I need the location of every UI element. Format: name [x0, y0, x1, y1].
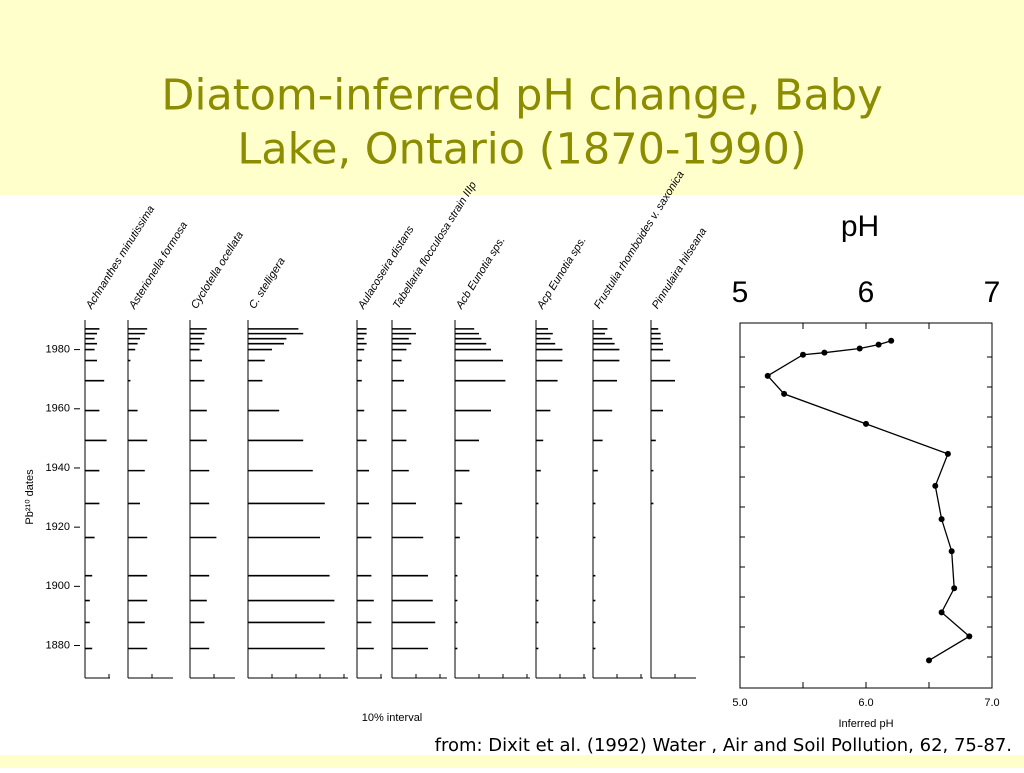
ph-point — [948, 548, 955, 555]
ph-point — [926, 657, 932, 664]
x-tick-label: 5.0 — [732, 697, 747, 709]
ph-point — [951, 585, 958, 592]
x-axis-label: 10% interval — [362, 712, 423, 724]
y-tick-label: 1980 — [46, 343, 70, 355]
y-tick-label: 1880 — [46, 639, 70, 651]
ph-point — [938, 516, 945, 523]
top-tick-label: 6 — [858, 276, 875, 309]
ph-point — [821, 349, 828, 356]
figure-area — [0, 195, 1024, 755]
ph-point — [932, 482, 939, 489]
ph-point — [856, 345, 863, 352]
y-tick-label: 1900 — [46, 580, 70, 592]
footer-band — [0, 755, 1024, 768]
x-axis-label: Inferred pH — [838, 718, 893, 730]
y-tick-label: 1960 — [46, 403, 70, 415]
y-tick-label: 1940 — [46, 462, 70, 474]
x-tick-label: 7.0 — [984, 697, 999, 709]
ph-title: pH — [841, 210, 879, 243]
ph-point — [938, 609, 945, 616]
slide-title: Lake, Ontario (1870-1990) — [237, 125, 806, 175]
top-tick-label: 7 — [984, 276, 1001, 309]
ph-point — [944, 450, 951, 457]
ph-point — [781, 390, 788, 397]
ph-line — [766, 340, 971, 661]
y-tick-label: 1920 — [46, 521, 70, 533]
title-band — [0, 0, 1024, 195]
ph-point — [888, 337, 895, 344]
x-tick-label: 6.0 — [858, 697, 873, 709]
ph-point — [863, 420, 869, 427]
y-axis-label: Pb²¹⁰ dates — [24, 469, 36, 525]
ph-point — [875, 341, 882, 348]
ph-point — [800, 351, 806, 358]
ph-point — [764, 372, 771, 379]
top-tick-label: 5 — [732, 276, 749, 309]
ph-point — [966, 633, 973, 640]
slide-title: Diatom-inferred pH change, Baby — [161, 71, 882, 121]
source: from: Dixit et al. (1992) Water , Air an… — [435, 735, 1012, 756]
